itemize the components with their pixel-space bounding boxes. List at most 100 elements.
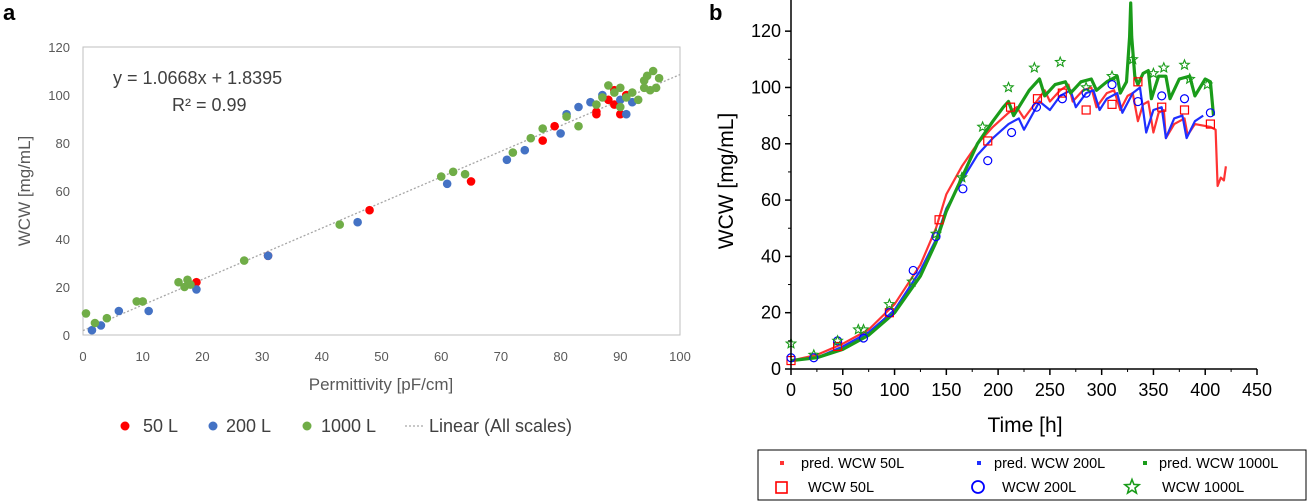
data-point-200l bbox=[442, 179, 452, 189]
panel-a-label: a bbox=[3, 0, 16, 25]
panel-a-data-points bbox=[81, 66, 664, 335]
panel-a-equation: y = 1.0668x + 1.8395 bbox=[113, 68, 282, 88]
marker-wcw-50l bbox=[934, 215, 944, 225]
legend-marker-1000l bbox=[302, 421, 312, 431]
data-point-1000l bbox=[633, 95, 643, 105]
panel-a-x-tick-label: 60 bbox=[434, 349, 448, 364]
panel-a-y-tick-label: 120 bbox=[48, 40, 70, 55]
panel-b-x-tick-label: 250 bbox=[1035, 380, 1065, 400]
data-point-50l bbox=[550, 121, 559, 131]
legend-label-pred-50l: pred. WCW 50L bbox=[801, 456, 904, 472]
marker-wcw-200l bbox=[983, 156, 993, 166]
panel-a-x-axis-label: Permittivity [pF/cm] bbox=[309, 375, 454, 394]
marker-wcw-1000l bbox=[905, 275, 919, 288]
data-point-1000l bbox=[562, 112, 571, 121]
data-point-1000l bbox=[648, 66, 658, 76]
marker-wcw-200l bbox=[908, 265, 918, 276]
marker-wcw-1000l bbox=[883, 297, 896, 310]
legend-marker-pred-200l bbox=[977, 461, 981, 465]
legend-label-wcw-200l: WCW 200L bbox=[1002, 480, 1076, 496]
panel-b-label: b bbox=[709, 0, 722, 25]
series-line-pred-wcw-200l bbox=[790, 86, 1204, 362]
legend-marker-200l bbox=[208, 421, 218, 431]
marker-wcw-1000l bbox=[1201, 78, 1214, 90]
marker-wcw-200l bbox=[1179, 94, 1190, 104]
marker-wcw-50l bbox=[1057, 88, 1067, 98]
marker-wcw-50l bbox=[1133, 77, 1143, 87]
marker-wcw-200l bbox=[1006, 127, 1017, 138]
panel-a-y-axis-label: WCW [mg/mL] bbox=[15, 136, 34, 247]
marker-wcw-1000l bbox=[1157, 61, 1171, 73]
marker-wcw-50l bbox=[1107, 99, 1117, 109]
legend-marker-pred-50l bbox=[780, 461, 784, 465]
legend-marker-wcw-1000l bbox=[1122, 477, 1142, 495]
panel-a-x-tick-label: 10 bbox=[135, 349, 149, 364]
marker-wcw-50l bbox=[1179, 105, 1190, 115]
panel-b-x-tick-label: 400 bbox=[1190, 380, 1220, 400]
panel-b-line-chart: b 0 20 40 60 80 100 120 0 50 100 150 200 250 300 350 4… bbox=[709, 0, 1307, 501]
panel-a-x-tick-label: 50 bbox=[374, 349, 388, 364]
panel-a-x-tick-label: 40 bbox=[315, 349, 329, 364]
marker-wcw-1000l bbox=[1105, 69, 1119, 82]
data-point-50l bbox=[538, 136, 547, 145]
panel-b-y-axis-label: WCW [mg/mL] bbox=[715, 113, 738, 250]
marker-wcw-50l bbox=[983, 136, 993, 146]
panel-a-x-tick-labels: 0 10 20 30 40 50 60 70 80 90 100 bbox=[79, 349, 690, 364]
marker-wcw-200l bbox=[884, 308, 894, 318]
marker-wcw-200l bbox=[1031, 102, 1042, 112]
data-point-200l bbox=[87, 325, 97, 335]
marker-wcw-1000l bbox=[1126, 52, 1139, 65]
panel-b-x-tick-label: 150 bbox=[931, 380, 961, 400]
legend-label-pred-1000l: pred. WCW 1000L bbox=[1159, 456, 1278, 472]
panel-b-x-tick-label: 50 bbox=[833, 380, 853, 400]
panel-b-y-tick-label: 100 bbox=[751, 77, 781, 97]
data-point-1000l bbox=[616, 102, 625, 112]
legend-marker-wcw-200l bbox=[971, 480, 985, 494]
data-point-1000l bbox=[81, 309, 91, 318]
panel-a-y-tick-label: 40 bbox=[56, 232, 70, 247]
panel-b-x-tick-label: 450 bbox=[1242, 380, 1272, 400]
data-point-1000l bbox=[616, 83, 625, 93]
legend-label-1000l: 1000 L bbox=[321, 416, 376, 436]
marker-wcw-1000l bbox=[1079, 81, 1093, 93]
panel-a-plot-area bbox=[82, 46, 681, 336]
panel-b-series-lines bbox=[790, 1, 1227, 363]
data-point-50l bbox=[466, 177, 476, 186]
data-point-1000l bbox=[186, 280, 195, 289]
data-point-50l bbox=[616, 109, 625, 119]
panel-b-y-tick-label: 0 bbox=[771, 359, 781, 379]
panel-a-x-tick-label: 100 bbox=[669, 349, 691, 364]
panel-a-y-tick-labels: 0 20 40 60 80 100 120 bbox=[48, 40, 70, 343]
data-point-1000l bbox=[174, 277, 183, 287]
panel-a-x-tick-label: 80 bbox=[553, 349, 567, 364]
marker-wcw-1000l bbox=[1002, 81, 1015, 93]
data-point-200l bbox=[263, 251, 273, 261]
panel-b-y-tick-label: 40 bbox=[761, 246, 781, 266]
marker-wcw-200l bbox=[858, 333, 869, 343]
panel-b-y-tick-label: 120 bbox=[751, 21, 781, 41]
data-point-1000l bbox=[627, 88, 637, 97]
panel-b-x-tick-label: 200 bbox=[983, 380, 1013, 400]
legend-marker-50l bbox=[120, 421, 130, 431]
data-point-1000l bbox=[538, 124, 547, 133]
legend-marker-wcw-50l bbox=[775, 481, 788, 494]
legend-label-50l: 50 L bbox=[143, 416, 178, 436]
data-point-1000l bbox=[592, 100, 601, 109]
panel-a-y-tick-label: 60 bbox=[56, 184, 70, 199]
panel-b-x-ticks: 0 50 100 150 200 250 300 350 400 450 bbox=[786, 369, 1272, 400]
panel-a-y-tick-label: 80 bbox=[56, 136, 70, 151]
data-point-200l bbox=[353, 217, 362, 227]
marker-wcw-1000l bbox=[955, 171, 969, 183]
marker-wcw-1000l bbox=[831, 334, 844, 347]
marker-wcw-200l bbox=[1205, 108, 1216, 118]
legend-label-pred-200l: pred. WCW 200L bbox=[994, 456, 1105, 472]
panel-b-y-tick-label: 80 bbox=[761, 134, 781, 154]
panel-b-x-tick-label: 350 bbox=[1138, 380, 1168, 400]
data-point-1000l bbox=[621, 93, 631, 102]
marker-wcw-200l bbox=[958, 184, 968, 194]
panel-a-x-tick-label: 30 bbox=[255, 349, 269, 364]
data-point-200l bbox=[114, 306, 124, 316]
data-point-1000l bbox=[508, 148, 518, 157]
legend-label-wcw-1000l: WCW 1000L bbox=[1162, 480, 1244, 496]
data-point-1000l bbox=[448, 167, 458, 177]
